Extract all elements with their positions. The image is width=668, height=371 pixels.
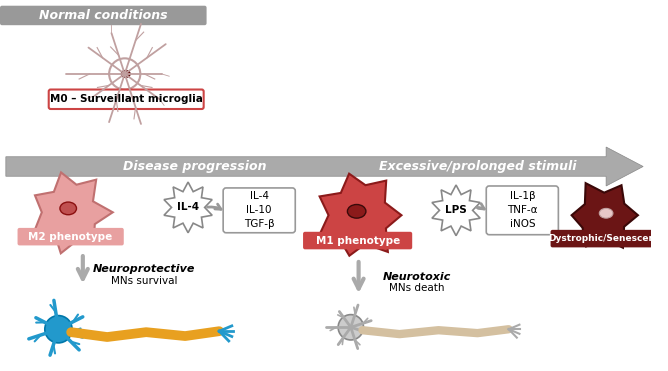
Ellipse shape	[122, 70, 130, 77]
Polygon shape	[572, 183, 638, 248]
Text: IL-1β
TNF-α
iNOS: IL-1β TNF-α iNOS	[507, 191, 538, 229]
Text: Normal conditions: Normal conditions	[39, 9, 168, 22]
Text: MNs death: MNs death	[389, 283, 445, 293]
Polygon shape	[35, 173, 113, 253]
FancyBboxPatch shape	[223, 188, 295, 233]
Ellipse shape	[347, 204, 366, 218]
FancyBboxPatch shape	[303, 232, 412, 249]
Ellipse shape	[599, 209, 613, 218]
FancyBboxPatch shape	[486, 186, 558, 235]
Circle shape	[45, 316, 72, 343]
Text: IL-4: IL-4	[177, 203, 199, 213]
Text: M1 phenotype: M1 phenotype	[315, 236, 399, 246]
Polygon shape	[164, 182, 212, 233]
Text: LPS: LPS	[445, 206, 467, 215]
FancyBboxPatch shape	[49, 89, 204, 109]
Text: IL-4
IL-10
TGF-β: IL-4 IL-10 TGF-β	[244, 191, 275, 229]
FancyBboxPatch shape	[0, 6, 206, 25]
Text: Dystrophic/Senescent: Dystrophic/Senescent	[548, 234, 660, 243]
Polygon shape	[432, 185, 480, 236]
Circle shape	[338, 315, 363, 340]
FancyBboxPatch shape	[550, 230, 658, 247]
Text: Neuroprotective: Neuroprotective	[93, 264, 196, 274]
Text: MNs survival: MNs survival	[111, 276, 178, 286]
Ellipse shape	[60, 202, 77, 215]
Text: M2 phenotype: M2 phenotype	[28, 232, 112, 242]
Polygon shape	[6, 147, 643, 186]
Circle shape	[109, 58, 140, 89]
Text: Neurotoxic: Neurotoxic	[383, 272, 452, 282]
Text: M0 – Surveillant microglia: M0 – Surveillant microglia	[50, 94, 203, 104]
Polygon shape	[319, 174, 401, 256]
Text: Disease progression: Disease progression	[123, 160, 267, 173]
FancyBboxPatch shape	[17, 228, 124, 246]
Text: Excessive/prolonged stimuli: Excessive/prolonged stimuli	[379, 160, 576, 173]
